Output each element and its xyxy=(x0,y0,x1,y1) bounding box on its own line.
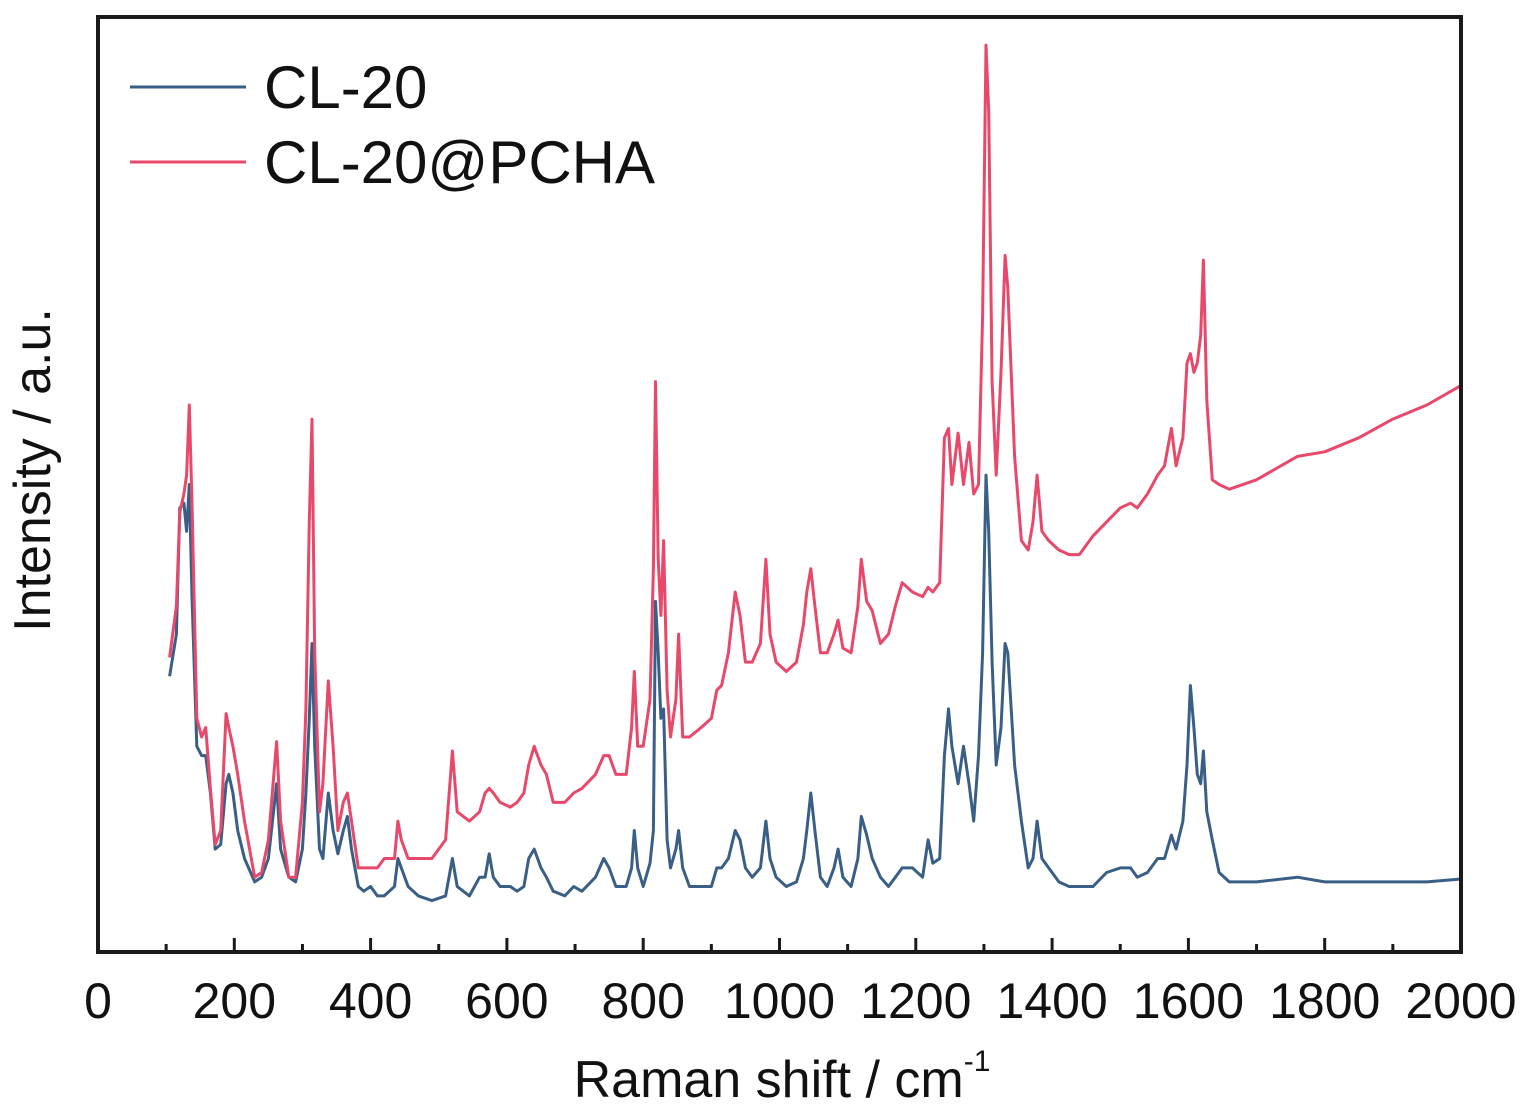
series-line-cl-20 xyxy=(168,473,1460,903)
legend-label-cl-20: CL-20 xyxy=(264,54,427,121)
legend-label-cl-20-pcha: CL-20@PCHA xyxy=(264,129,655,196)
x-tick-label: 1200 xyxy=(860,973,971,1029)
series-layer xyxy=(168,43,1461,903)
x-tick-label: 400 xyxy=(329,973,412,1029)
x-tick-label: 1000 xyxy=(724,973,835,1029)
x-tick-label: 1400 xyxy=(996,973,1107,1029)
x-tick-label: 800 xyxy=(601,973,684,1029)
x-tick-label: 600 xyxy=(465,973,548,1029)
x-tick-label: 200 xyxy=(193,973,276,1029)
y-axis-label: Intensity / a.u. xyxy=(4,308,62,632)
x-tick-label: 2000 xyxy=(1405,973,1516,1029)
legend: CL-20 CL-20@PCHA xyxy=(130,54,655,196)
tick-layer: 0 200 400 600 800 1000 1200 1400 1600 1800 2000 xyxy=(84,938,1517,1029)
x-axis-label-text: Raman shift / cm xyxy=(574,1051,964,1104)
series-line-cl-20-pcha xyxy=(168,43,1461,879)
x-tick-label: 0 xyxy=(84,973,112,1029)
x-tick-label: 1800 xyxy=(1269,973,1380,1029)
x-tick-label: 1600 xyxy=(1133,973,1244,1029)
x-axis-label: Raman shift / cm-1 xyxy=(574,1045,991,1104)
x-axis-label-superscript: -1 xyxy=(964,1045,991,1078)
